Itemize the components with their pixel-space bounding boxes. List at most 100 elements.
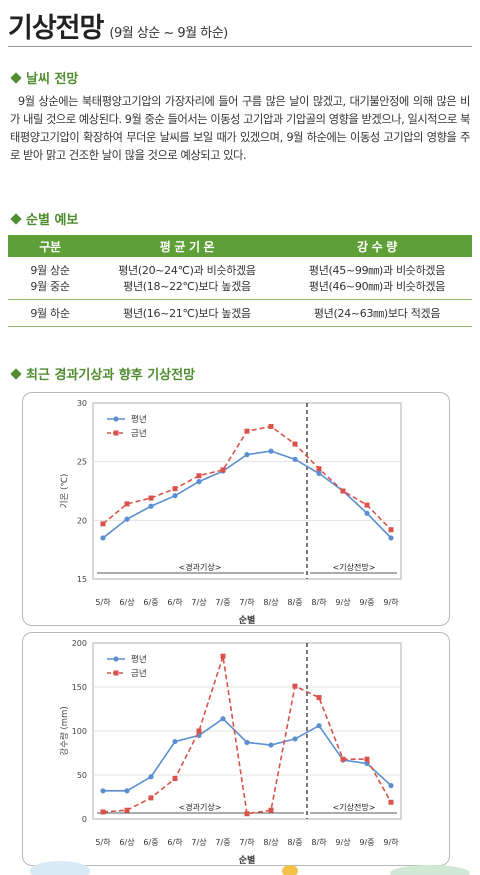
x-tick-label: 5/하 bbox=[95, 597, 111, 607]
x-tick-label: 5/하 bbox=[95, 837, 111, 847]
y-tick-label: 20 bbox=[77, 516, 87, 525]
normal-data-point bbox=[148, 503, 154, 509]
legend-marker bbox=[113, 670, 119, 676]
normal-data-point bbox=[124, 516, 130, 522]
normal-data-point bbox=[100, 535, 106, 541]
legend-label: 평년 bbox=[131, 414, 147, 425]
current-data-point bbox=[148, 795, 154, 801]
precipitation-chart-panel: 0 50 100 150 200 강수량 (mm) 5/하 6/상 6/중 6/하 7/상 7/중 7/… bbox=[22, 632, 450, 866]
legend-label: 금년 bbox=[131, 668, 147, 679]
normal-data-point bbox=[244, 739, 250, 746]
normal-data-point bbox=[292, 736, 298, 742]
y-tick-label: 25 bbox=[77, 458, 87, 467]
x-tick-label: 7/하 bbox=[239, 597, 255, 607]
current-data-point bbox=[172, 486, 178, 492]
x-tick-label: 7/상 bbox=[191, 597, 207, 607]
current-data-point bbox=[316, 466, 322, 472]
weather-paragraph-text: 9월 상순에는 북태평양고기압의 가장자리에 들어 구름 많은 날이 많겠고, … bbox=[10, 95, 470, 162]
current-data-point bbox=[148, 495, 154, 501]
table-cell-temperature: 평년(16~21℃)보다 높겠음 bbox=[92, 299, 282, 327]
current-data-point bbox=[124, 807, 130, 813]
charts-heading-text: 최근 경과기상과 향후 기상전망 bbox=[26, 368, 196, 383]
x-axis-label: 순별 bbox=[239, 854, 256, 866]
x-tick-label: 6/하 bbox=[167, 837, 183, 847]
x-tick-label: 6/중 bbox=[143, 838, 158, 847]
table-cell-period: 9월 상순 bbox=[30, 264, 70, 277]
current-data-point bbox=[196, 728, 202, 734]
x-tick-label: 9/중 bbox=[359, 838, 374, 847]
forecast-table: 구분 평 균 기 온 강 수 량 9월 상순 평년(20~24℃)과 비슷하겠음… bbox=[8, 235, 472, 327]
weather-section-heading: 날씨 전망 bbox=[10, 68, 78, 87]
legend-label: 금년 bbox=[131, 428, 147, 439]
table-row: 9월 하순 평년(16~21℃)보다 높겠음 평년(24~63㎜)보다 적겠음 bbox=[8, 299, 472, 327]
x-tick-label: 9/상 bbox=[335, 837, 351, 847]
forecast-table-header: 구분 평 균 기 온 강 수 량 bbox=[8, 235, 472, 257]
temperature-chart: 15 20 25 30 기온 (℃) 5/하 6/상 6/중 6/하 7/상 7/중 7/하 8/상 8/… bbox=[60, 399, 402, 626]
current-data-point bbox=[316, 695, 322, 701]
x-tick-label: 8/하 bbox=[311, 837, 327, 847]
current-data-point bbox=[220, 653, 226, 659]
col-header-precipitation: 강 수 량 bbox=[282, 235, 472, 257]
forecast-heading-text: 순별 예보 bbox=[26, 213, 79, 228]
title-divider bbox=[8, 46, 472, 47]
current-data-point bbox=[124, 501, 130, 507]
precipitation-chart: 0 50 100 150 200 강수량 (mm) 5/하 6/상 6/중 6/하 7/상 7/중 7/… bbox=[59, 639, 402, 866]
x-tick-label: 9/하 bbox=[383, 597, 399, 607]
x-tick-label: 8/상 bbox=[263, 837, 279, 847]
x-axis-label: 순별 bbox=[239, 614, 256, 626]
current-data-point bbox=[268, 807, 274, 813]
past-region-label: <경과기상> bbox=[179, 802, 222, 812]
y-tick-label: 100 bbox=[72, 727, 87, 736]
y-axis-label: 강수량 (mm) bbox=[59, 706, 70, 755]
table-cell-precipitation: 평년(46~90㎜)과 비슷하겠음 bbox=[282, 278, 472, 300]
x-tick-label: 8/하 bbox=[311, 597, 327, 607]
diamond-bullet-icon bbox=[10, 212, 22, 225]
normal-data-point bbox=[316, 723, 322, 729]
current-data-point bbox=[220, 467, 226, 473]
normal-data-point bbox=[292, 456, 298, 462]
normal-data-point bbox=[388, 535, 394, 541]
legend-marker bbox=[113, 416, 119, 422]
charts-section-heading: 최근 경과기상과 향후 기상전망 bbox=[10, 364, 195, 383]
x-tick-label: 6/상 bbox=[119, 597, 135, 607]
normal-data-point bbox=[172, 738, 178, 745]
normal-data-point bbox=[268, 448, 274, 454]
x-tick-label: 7/중 bbox=[215, 598, 230, 607]
current-data-point bbox=[100, 521, 106, 527]
current-data-point bbox=[340, 488, 346, 494]
forecast-section-heading: 순별 예보 bbox=[10, 209, 78, 228]
legend-marker bbox=[113, 430, 119, 436]
current-data-point bbox=[364, 502, 370, 508]
y-tick-label: 30 bbox=[77, 399, 87, 408]
normal-data-point bbox=[196, 479, 202, 485]
table-cell-period: 9월 하순 bbox=[8, 299, 92, 327]
y-tick-label: 200 bbox=[72, 639, 87, 648]
normal-data-point bbox=[268, 742, 274, 748]
weather-heading-text: 날씨 전망 bbox=[26, 72, 79, 87]
col-header-temperature: 평 균 기 온 bbox=[92, 235, 282, 257]
y-tick-label: 50 bbox=[77, 771, 87, 780]
x-tick-label: 6/중 bbox=[143, 598, 158, 607]
y-tick-label: 0 bbox=[82, 815, 87, 824]
diamond-bullet-icon bbox=[10, 71, 22, 84]
current-data-point bbox=[172, 776, 178, 782]
y-tick-label: 150 bbox=[72, 683, 87, 692]
legend-label: 평년 bbox=[131, 654, 147, 665]
x-tick-label: 8/중 bbox=[287, 838, 302, 847]
decorative-footer-art bbox=[30, 861, 470, 875]
current-data-point bbox=[244, 811, 250, 817]
normal-data-point bbox=[364, 510, 370, 516]
normal-data-point bbox=[388, 782, 394, 789]
normal-data-point bbox=[220, 716, 226, 722]
table-row: 9월 상순 평년(20~24℃)과 비슷하겠음 평년(45~99㎜)과 비슷하겠… bbox=[8, 257, 472, 278]
diamond-bullet-icon bbox=[10, 367, 22, 380]
table-cell-temperature: 평년(18~22℃)보다 높겠음 bbox=[92, 278, 282, 300]
table-row: 9월 중순 평년(18~22℃)보다 높겠음 평년(46~90㎜)과 비슷하겠음 bbox=[8, 278, 472, 300]
x-tick-label: 7/하 bbox=[239, 837, 255, 847]
normal-data-point bbox=[148, 774, 154, 780]
table-cell-period: 9월 중순 bbox=[8, 278, 92, 300]
y-tick-label: 15 bbox=[77, 575, 87, 584]
current-data-point bbox=[388, 527, 394, 533]
normal-data-point bbox=[100, 788, 106, 794]
x-tick-label: 7/중 bbox=[215, 838, 230, 847]
